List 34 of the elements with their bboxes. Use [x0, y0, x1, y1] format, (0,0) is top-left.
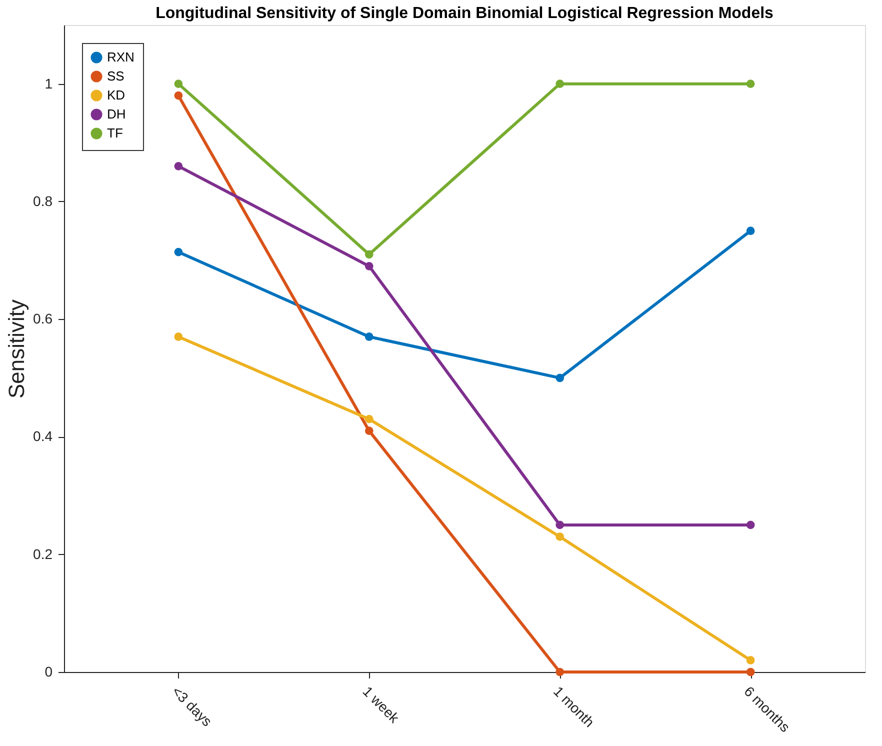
legend-label: TF: [107, 126, 123, 140]
point: [174, 248, 183, 256]
point: [556, 374, 564, 382]
point: [556, 80, 564, 88]
chart-title: Longitudinal Sensitivity of Single Domain Binomial Logistical Regression Models: [156, 5, 774, 22]
point: [364, 250, 374, 259]
y-tick-label: 0: [44, 664, 53, 680]
point: [174, 332, 183, 341]
y-tick-label: 0.2: [33, 546, 53, 562]
point: [556, 532, 564, 541]
point: [364, 262, 374, 270]
point: [556, 520, 564, 530]
point: [174, 91, 183, 100]
point: [746, 656, 755, 664]
y-tick-label: 0.4: [33, 428, 53, 444]
y-axis-title: Sensitivity: [4, 299, 30, 399]
y-tick-label: 1: [44, 75, 53, 92]
legend-label: DH: [107, 106, 126, 122]
point: [174, 80, 183, 88]
point: [364, 414, 374, 424]
x-tick-label: <3 days: [169, 683, 216, 730]
legend-label: KD: [107, 88, 126, 102]
y-tick-label: 0.8: [33, 192, 53, 209]
point: [746, 226, 755, 236]
legend-label: SS: [107, 68, 125, 84]
point: [746, 668, 755, 676]
point: [364, 332, 374, 341]
point: [746, 520, 755, 530]
point: [364, 426, 374, 436]
point: [174, 162, 183, 170]
legend-label: RXN: [107, 50, 134, 64]
point: [556, 668, 564, 676]
y-tick-label: 0.6: [33, 310, 53, 327]
point: [746, 80, 755, 88]
